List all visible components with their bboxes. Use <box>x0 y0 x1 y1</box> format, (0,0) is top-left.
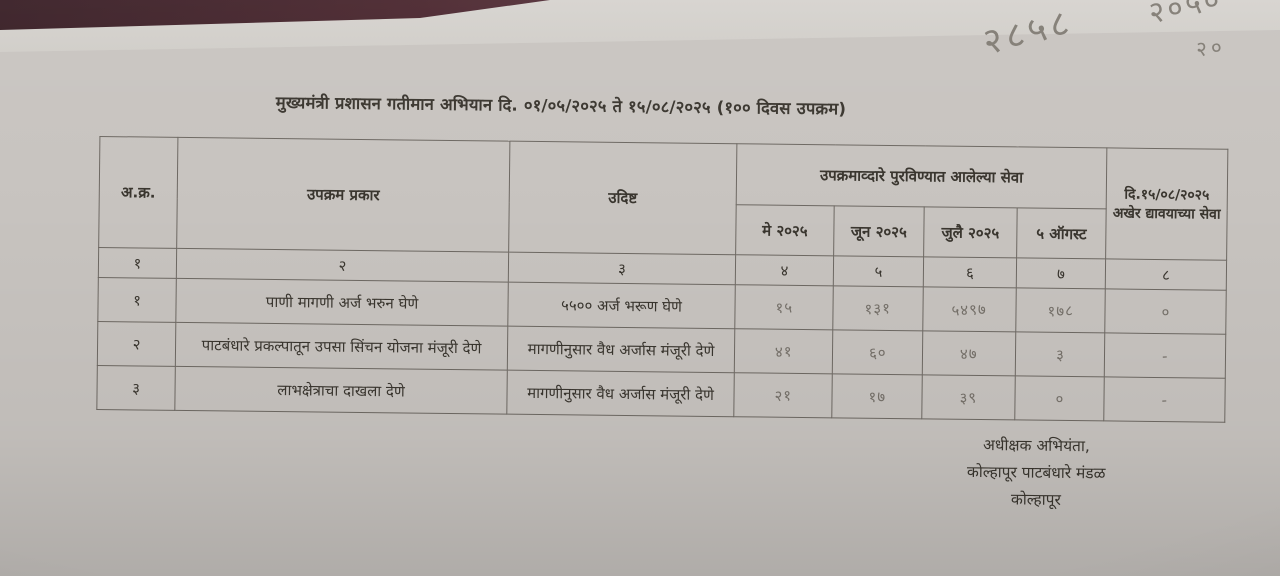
handwritten-value: ६० <box>868 342 887 362</box>
header-august-5: ५ ऑगस्ट <box>1016 207 1107 259</box>
handwritten-value: ४१ <box>774 341 793 361</box>
services-report-table: अ.क्र. उपक्रम प्रकार उदिष्ट उपक्रमाव्दार… <box>96 136 1228 423</box>
handwritten-value: - <box>1160 390 1169 409</box>
header-row-group: अ.क्र. उपक्रम प्रकार उदिष्ट उपक्रमाव्दार… <box>98 136 1228 261</box>
row-initiative-type: पाणी मागणी अर्ज भरुन घेणे <box>175 278 509 327</box>
handwritten-number-small: २० <box>1194 34 1228 62</box>
column-number-8: ८ <box>1105 258 1227 291</box>
row-may-value: १५ <box>734 284 834 330</box>
row-july-value: ३९ <box>921 374 1016 420</box>
document-title: मुख्यमंत्री प्रशासन गतीमान अभियान दि. ०१… <box>275 92 847 119</box>
row-pending-value: ० <box>1104 288 1227 335</box>
column-number-4: ४ <box>735 254 834 286</box>
handwritten-value: ० <box>1160 302 1171 321</box>
signatory-office: कोल्हापूर पाटबंधारे मंडळ <box>966 462 1106 483</box>
row-initiative-type: लाभक्षेत्राचा दाखला देणे <box>174 366 508 415</box>
header-sr-no: अ.क्र. <box>98 136 178 249</box>
handwritten-value: १७ <box>867 386 887 406</box>
row-pending-value: - <box>1104 332 1226 379</box>
handwritten-value: ५४९७ <box>951 299 988 320</box>
column-number-3: ३ <box>508 252 736 285</box>
header-initiative-type: उपक्रम प्रकार <box>176 137 510 253</box>
row-initiative-type: पाटबंधारे प्रकल्पातून उपसा सिंचन योजना म… <box>175 322 508 371</box>
header-month-june: जून २०२५ <box>833 205 925 257</box>
header-services-group: उपक्रमाव्दारे पुरविण्यात आलेल्या सेवा <box>736 143 1107 209</box>
row-target: मागणीनुसार वैध अर्जास मंजूरी देणे <box>507 326 735 373</box>
column-number-6: ६ <box>923 256 1017 288</box>
row-target: मागणीनुसार वैध अर्जास मंजूरी देणे <box>506 370 735 417</box>
column-number-7: ७ <box>1016 257 1106 289</box>
handwritten-value: १३१ <box>864 298 892 318</box>
header-target: उदिष्ट <box>508 141 737 255</box>
handwritten-value: - <box>1161 346 1169 365</box>
row-target: ५५०० अर्ज भरूण घेणे <box>507 282 736 329</box>
row-june-value: १७ <box>831 373 923 419</box>
row-aug5-value: ० <box>1014 375 1105 421</box>
header-pending-services: दि.१५/०८/२०२५ अखेर द्यावयाच्या सेवा <box>1105 147 1228 261</box>
signatory-place: कोल्हापूर <box>1010 490 1061 509</box>
handwritten-value: ३ <box>1055 345 1065 364</box>
handwritten-value: ३९ <box>959 388 978 407</box>
row-aug5-value: ३ <box>1015 331 1105 377</box>
header-month-july: जुलै २०२५ <box>923 206 1018 258</box>
handwritten-value: १७८ <box>1046 300 1075 320</box>
row-may-value: ४१ <box>734 328 833 374</box>
row-sr: २ <box>97 321 176 367</box>
signature-block: अधीक्षक अभियंता, कोल्हापूर पाटबंधारे मंड… <box>928 431 1144 514</box>
row-pending-value: - <box>1103 376 1226 423</box>
row-aug5-value: १७८ <box>1015 287 1106 333</box>
document-sheet: मुख्यमंत्री प्रशासन गतीमान अभियान दि. ०१… <box>96 86 1230 509</box>
column-number-1: १ <box>98 247 177 279</box>
header-month-may: मे २०२५ <box>735 204 835 256</box>
column-number-5: ५ <box>833 255 924 287</box>
handwritten-value: २१ <box>773 385 793 405</box>
row-july-value: ४७ <box>922 330 1016 376</box>
signatory-designation: अधीक्षक अभियंता, <box>982 436 1091 456</box>
handwritten-value: ० <box>1054 389 1065 408</box>
row-sr: ३ <box>96 365 176 411</box>
row-july-value: ५४९७ <box>922 286 1017 332</box>
row-may-value: २१ <box>733 372 833 418</box>
column-number-2: २ <box>176 248 509 283</box>
handwritten-value: ४७ <box>959 344 979 363</box>
row-june-value: ६० <box>832 329 923 375</box>
row-sr: १ <box>97 277 177 323</box>
row-june-value: १३१ <box>832 285 924 331</box>
handwritten-value: १५ <box>774 297 794 317</box>
